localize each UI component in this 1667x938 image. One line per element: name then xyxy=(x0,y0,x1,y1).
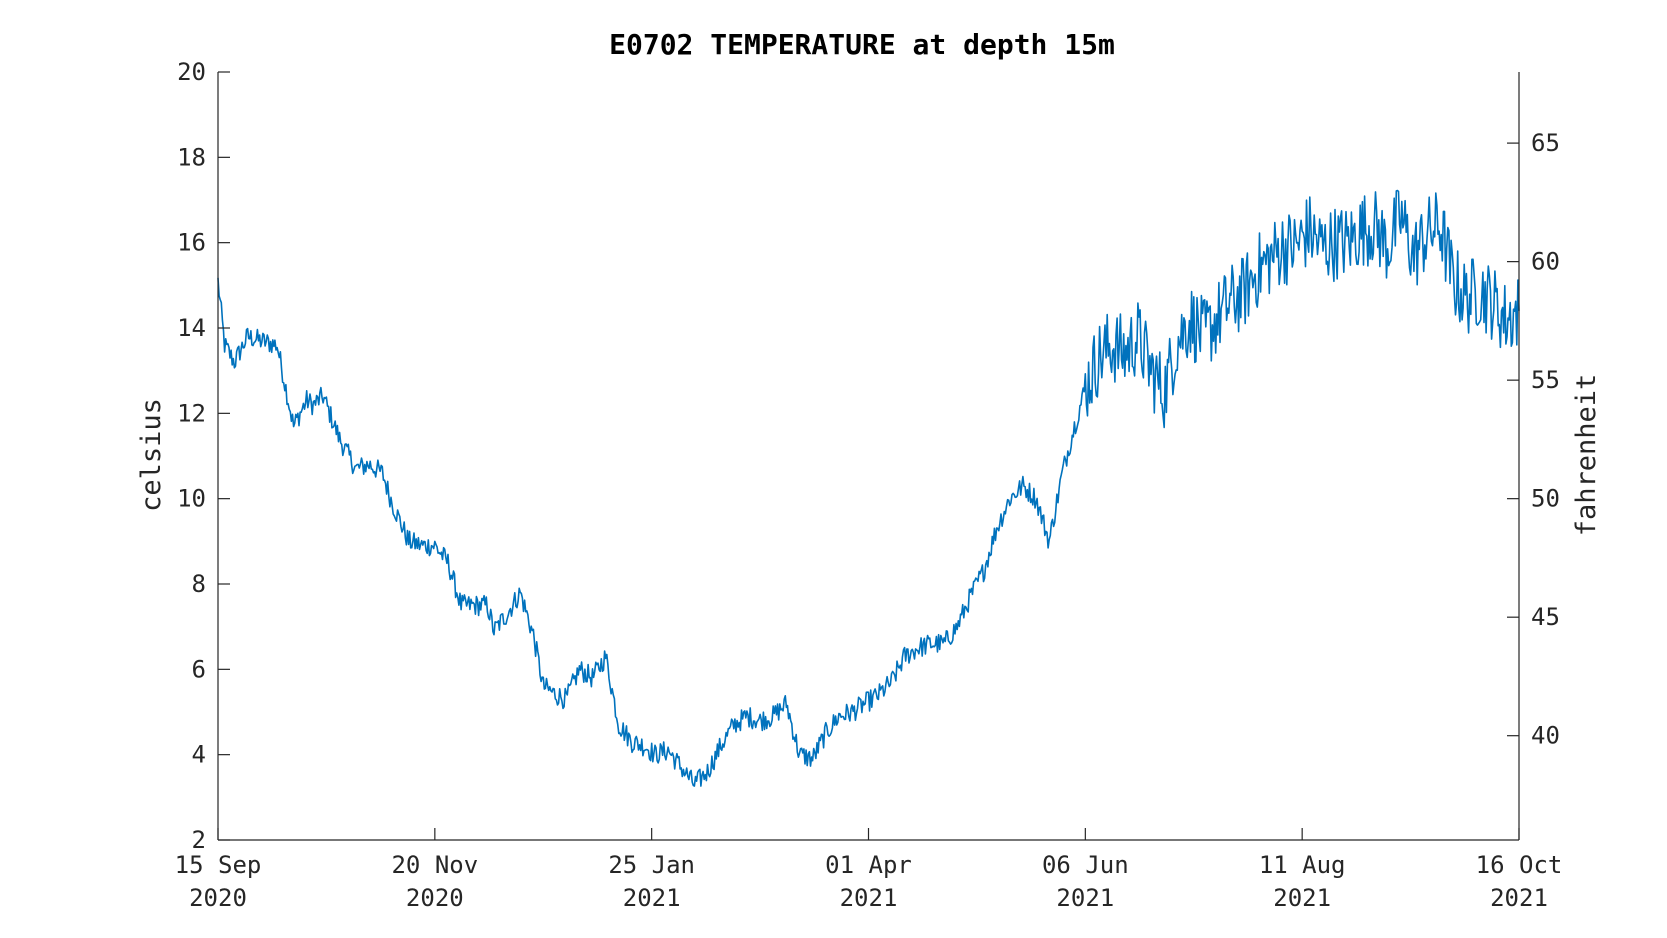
x-tick-label-date: 16 Oct xyxy=(1476,851,1563,879)
y-tick-label-left: 20 xyxy=(177,58,206,86)
y-tick-label-left: 4 xyxy=(192,741,206,769)
y-tick-label-left: 12 xyxy=(177,399,206,427)
y-tick-label-left: 10 xyxy=(177,485,206,513)
y-tick-label-left: 6 xyxy=(192,655,206,683)
y-tick-label-right: 50 xyxy=(1531,485,1560,513)
x-tick-label-date: 06 Jun xyxy=(1042,851,1129,879)
y-tick-label-left: 8 xyxy=(192,570,206,598)
y-tick-label-left: 14 xyxy=(177,314,206,342)
series-layer xyxy=(217,189,1520,787)
x-tick-label-date: 01 Apr xyxy=(825,851,912,879)
x-tick-label-date: 15 Sep xyxy=(175,851,262,879)
y-tick-label-left: 2 xyxy=(192,826,206,854)
y-tick-label-right: 65 xyxy=(1531,129,1560,157)
series-line-temperature xyxy=(217,189,1520,787)
x-tick-label-date: 20 Nov xyxy=(391,851,478,879)
x-tick-label-year: 2021 xyxy=(1490,884,1548,912)
x-tick-label-date: 25 Jan xyxy=(608,851,695,879)
y-axis-label-left: celsius xyxy=(136,398,167,512)
y-tick-label-right: 45 xyxy=(1531,603,1560,631)
plot-area xyxy=(218,72,1519,840)
chart-title: E0702 TEMPERATURE at depth 15m xyxy=(609,28,1115,61)
y-tick-label-right: 40 xyxy=(1531,722,1560,750)
x-tick-label-year: 2020 xyxy=(189,884,247,912)
x-tick-label-year: 2021 xyxy=(1273,884,1331,912)
x-tick-label-year: 2020 xyxy=(406,884,464,912)
x-tick-label-year: 2021 xyxy=(623,884,681,912)
y-tick-label-left: 18 xyxy=(177,143,206,171)
axes-layer: 2 4 6 8 10 12 14 16 18 20 40 45 50 55 60 65 15 Sep 2020 20… xyxy=(175,58,1563,912)
y-tick-label-right: 60 xyxy=(1531,248,1560,276)
x-tick-label-date: 11 Aug xyxy=(1259,851,1346,879)
plot-background xyxy=(218,72,1519,840)
y-axis-label-right: fahrenheit xyxy=(1571,374,1602,537)
x-tick-label-year: 2021 xyxy=(840,884,898,912)
x-tick-label-year: 2021 xyxy=(1056,884,1114,912)
y-tick-label-left: 16 xyxy=(177,229,206,257)
y-tick-label-right: 55 xyxy=(1531,366,1560,394)
